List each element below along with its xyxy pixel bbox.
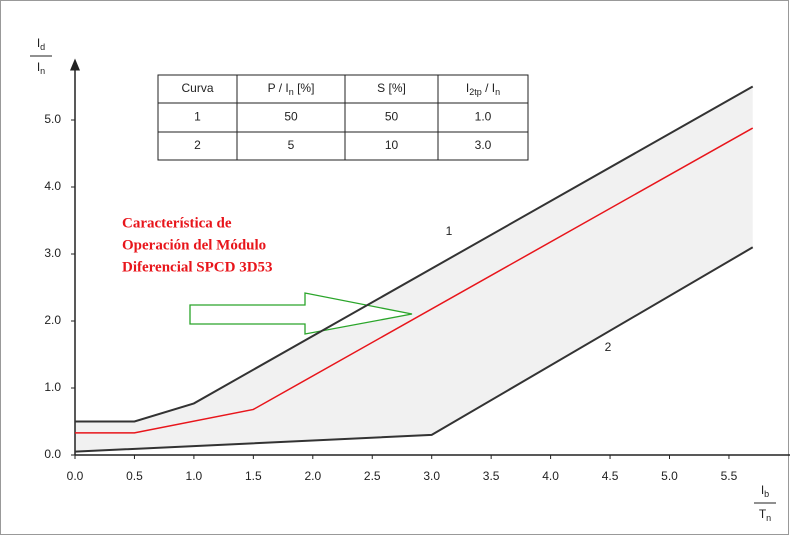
x-tick-label: 1.0 bbox=[186, 469, 203, 483]
annotation: Operación del Módulo bbox=[122, 237, 266, 253]
x-tick-label: 0.0 bbox=[67, 469, 84, 483]
series-label: 2 bbox=[605, 340, 612, 354]
x-tick-label: 3.0 bbox=[423, 469, 440, 483]
axis-label: Id bbox=[37, 36, 45, 52]
header-part: Curva bbox=[181, 81, 213, 95]
table-cell: 10 bbox=[385, 138, 399, 152]
y-arrow bbox=[70, 58, 80, 71]
axis-label: In bbox=[37, 60, 45, 76]
header-sub: n bbox=[495, 87, 500, 97]
header-part: S [%] bbox=[377, 81, 406, 95]
axis-label-sub: d bbox=[40, 42, 45, 52]
table-header: I2tp / In bbox=[466, 81, 500, 97]
x-tick-label: 2.5 bbox=[364, 469, 381, 483]
table-cell: 5 bbox=[288, 138, 295, 152]
header-part: [%] bbox=[294, 81, 315, 95]
table-cell: 2 bbox=[194, 138, 201, 152]
x-tick-label: 4.5 bbox=[602, 469, 619, 483]
header-sub: 2tp bbox=[469, 87, 482, 97]
series-label: 1 bbox=[446, 224, 453, 238]
table-header: Curva bbox=[181, 81, 213, 95]
x-tick-label: 0.5 bbox=[126, 469, 143, 483]
table-cell: 3.0 bbox=[475, 138, 492, 152]
line bbox=[75, 127, 754, 434]
line bbox=[74, 246, 754, 453]
axis-label-part: T bbox=[759, 507, 767, 521]
axis-label-sub: n bbox=[766, 513, 771, 523]
header-part: P / I bbox=[268, 81, 289, 95]
table-cell: 50 bbox=[284, 110, 298, 124]
axis-label: Ib bbox=[761, 483, 769, 499]
annotation: Característica de bbox=[122, 215, 232, 231]
header-part: / I bbox=[482, 81, 495, 95]
y-tick-label: 2.0 bbox=[44, 313, 61, 327]
annotation: Diferencial SPCD 3D53 bbox=[122, 259, 273, 275]
x-tick-label: 3.5 bbox=[483, 469, 500, 483]
x-tick-label: 5.5 bbox=[721, 469, 738, 483]
x-tick-label: 5.0 bbox=[661, 469, 678, 483]
axis-label-part: I bbox=[37, 60, 40, 74]
y-tick-label: 5.0 bbox=[44, 112, 61, 126]
table-header: P / In [%] bbox=[268, 81, 315, 97]
x-tick-label: 4.0 bbox=[542, 469, 559, 483]
arrow bbox=[189, 292, 413, 335]
y-tick-label: 1.0 bbox=[44, 380, 61, 394]
header-sub: n bbox=[289, 87, 294, 97]
table-cell: 1.0 bbox=[475, 110, 492, 124]
y-tick-label: 0.0 bbox=[44, 447, 61, 461]
table-header: S [%] bbox=[377, 81, 406, 95]
axis-label-part: I bbox=[37, 36, 40, 50]
band-fill bbox=[75, 86, 753, 452]
table-cell: 50 bbox=[385, 110, 399, 124]
axis-label-sub: b bbox=[764, 489, 769, 499]
table-cell: 1 bbox=[194, 110, 201, 124]
table-bg bbox=[157, 74, 529, 161]
axis-label-part: I bbox=[761, 483, 764, 497]
y-tick-label: 4.0 bbox=[44, 179, 61, 193]
axis-label: Tn bbox=[759, 507, 771, 523]
x-tick-label: 1.5 bbox=[245, 469, 262, 483]
header-part: I bbox=[466, 81, 469, 95]
line bbox=[75, 85, 754, 423]
y-tick-label: 3.0 bbox=[44, 246, 61, 260]
x-tick-label: 2.0 bbox=[304, 469, 321, 483]
axis-label-sub: n bbox=[40, 66, 45, 76]
